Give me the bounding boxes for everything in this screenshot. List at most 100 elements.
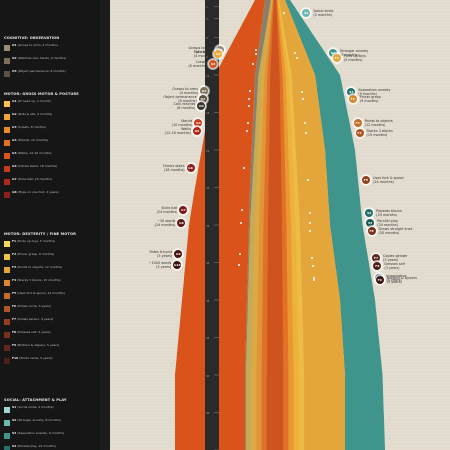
milestone-badge: G3: [209, 59, 217, 68]
legend-code: F3: [12, 266, 18, 269]
legend-name: (Stranger anxiety, 8 months): [17, 419, 61, 422]
legend-name: (Crawls, 8 months): [17, 126, 47, 129]
legend-label: S4 (Parallel play, 24 months): [12, 445, 56, 449]
legend-entry: G5 (Walks, 12-16 months): [4, 152, 96, 160]
milestone-dot: [311, 265, 314, 268]
milestone-badge: S1: [302, 8, 311, 17]
milestone-label: Crawls: [195, 59, 207, 64]
legend-entry: F9 (Buttons & zippers, 5 years): [4, 344, 96, 352]
legend-swatch: [4, 152, 10, 159]
legend-label: F2 (Pincer grasp, 9 months): [12, 253, 54, 257]
legend-name: (Draws person, 4 years): [17, 318, 54, 321]
milestone-dot: [239, 221, 242, 224]
legend-code: F7: [12, 318, 18, 321]
milestone-label: Picks up toys: [343, 54, 366, 59]
milestone-age: (9 months): [359, 98, 379, 103]
series-area-gross-motor: [175, 0, 265, 450]
milestone-callout: Climbs stairs (18 months): [163, 164, 185, 172]
legend-label: G7 (Kicks ball, 24 months): [12, 178, 52, 182]
milestone-callout: Parallel play (24 months): [377, 219, 398, 227]
legend-code: O2: [12, 57, 18, 60]
ruler-tick-label: 30: [206, 186, 210, 190]
legend-entry: G1 (To head up, 1 month): [4, 100, 96, 108]
legend-name: (Draws circle, 3 years): [17, 305, 51, 308]
milestone-age: (6 months): [176, 106, 196, 111]
legend-entry: O3 (Object permanence, 8 months): [4, 70, 96, 78]
ruler-graphic: [205, 0, 219, 450]
milestone-age: (5 months): [343, 58, 363, 63]
legend-swatch: [4, 344, 10, 351]
milestone-badge: F2: [348, 94, 357, 103]
legend-swatch: [4, 318, 10, 325]
legend-name: (Social smile, 2 months): [17, 406, 54, 409]
legend-code: O1: [12, 44, 18, 47]
milestone-dot: [304, 131, 307, 134]
milestone-label: Rides tricycle: [149, 249, 173, 254]
legend-label: O1 (Grows to arms, 4 months): [12, 44, 58, 48]
legend-swatch: [4, 419, 10, 426]
milestone-dot: [294, 51, 296, 54]
legend-section-title: COGNITIVE: OBSERVATION: [4, 36, 60, 40]
legend-entry: S2 (Stranger anxiety, 8 months): [4, 419, 96, 427]
milestone-callout: Repeats blocks (24 months): [376, 209, 402, 217]
milestone-label: Buttons & zippers: [386, 276, 417, 280]
milestone-badge: F4: [355, 128, 364, 137]
milestone-dot: [238, 264, 241, 266]
legend-swatch: [4, 279, 10, 286]
legend-code: F9: [12, 344, 18, 347]
milestone-age: (3 years): [383, 258, 399, 263]
milestone-callout: Coin reaches (6 months): [173, 102, 195, 110]
ruler-tick-label: 1: [206, 4, 208, 9]
milestone-dot: [312, 279, 315, 281]
core-band: [266, 0, 284, 450]
legend-entry: F8 (Dresses self, 4 years): [4, 331, 96, 339]
milestone-age: (12 months): [364, 123, 386, 128]
milestone-callout: Grasps to arms (4 months): [172, 87, 198, 95]
milestone-callout: Rides tricycle (3 years): [150, 250, 173, 258]
legend-code: F2: [12, 253, 18, 256]
milestone-age: (10 months): [171, 123, 193, 128]
legend-swatch: [4, 191, 10, 198]
legend-name: (Uses fork & spoon, 24 months): [17, 292, 65, 295]
legend-swatch: [4, 100, 10, 107]
legend-code: S1: [12, 406, 18, 409]
legend-name: (Separation anxiety, 9 months): [17, 432, 65, 435]
legend-name: (Picks up toys, 5 months): [17, 240, 56, 243]
milestone-label: Stacks 3 blocks: [366, 128, 393, 133]
milestone-label: Climbs stairs: [162, 163, 185, 168]
legend-swatch: [4, 432, 10, 439]
milestone-label: Grasps to arms: [188, 46, 215, 50]
milestone-age: (3 years): [384, 266, 400, 271]
legend-entry: G4 (Stands, 10 months): [4, 139, 96, 147]
legend-code: G6: [12, 165, 18, 168]
milestone-age: (8 months): [178, 98, 197, 103]
milestone-age: (3 years): [157, 253, 173, 258]
legend-label: F5 (Uses fork & spoon, 24 months): [12, 292, 65, 296]
legend-label: F1 (Picks up toys, 5 months): [12, 240, 55, 244]
milestone-badge: F5: [362, 176, 370, 184]
milestone-label: Dresses self: [384, 262, 405, 267]
milestone-age: (24 months): [373, 180, 394, 184]
legend-swatch: [4, 331, 10, 338]
milestone-badge: G2: [214, 49, 223, 58]
legend-entry: G7 (Kicks ball, 24 months): [4, 178, 96, 186]
milestone-age: (4 months): [179, 91, 199, 96]
legend-name: (Kicks ball, 24 months): [17, 178, 53, 181]
milestone-badge: G8: [177, 218, 186, 227]
legend-swatch: [4, 70, 10, 77]
legend-code: F4: [12, 279, 18, 282]
milestone-label: Repeats blocks: [376, 208, 402, 213]
milestone-dot: [246, 130, 248, 133]
milestone-callout: Imaginative (4 years): [386, 274, 406, 282]
milestone-dot: [303, 122, 306, 125]
legend-swatch: [4, 165, 10, 172]
milestone-age: (4 months): [193, 53, 213, 58]
milestone-dot: [308, 221, 311, 224]
milestone-callout: ~1000 words (3 years): [149, 261, 172, 269]
legend-label: G2 (Rolls & sits, 4 months): [12, 113, 52, 117]
milestone-dot: [254, 52, 257, 55]
milestone-badge: G7: [179, 206, 188, 214]
legend-name: (Pincer grasp, 9 months): [17, 253, 55, 256]
legend-swatch: [4, 139, 10, 146]
